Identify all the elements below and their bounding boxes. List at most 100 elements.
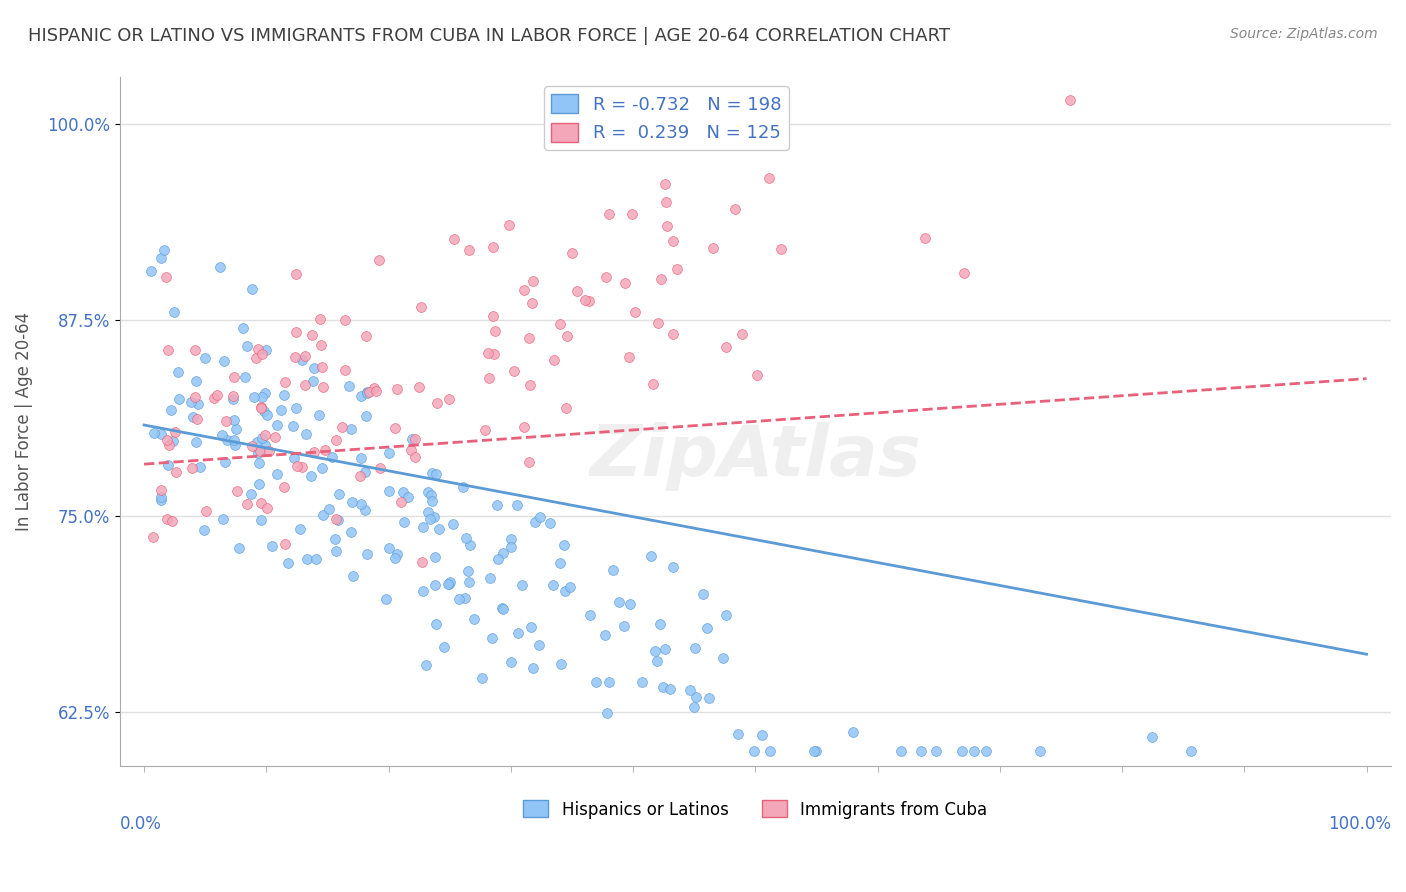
Point	[325, 512, 347, 526]
Point	[325, 544, 347, 558]
Point	[270, 402, 292, 417]
Point	[641, 376, 664, 391]
Point	[976, 744, 998, 758]
Text: ZipAtlas: ZipAtlas	[589, 422, 921, 491]
Point	[598, 207, 620, 221]
Point	[181, 460, 204, 475]
Point	[325, 533, 347, 547]
Point	[425, 549, 447, 564]
Point	[804, 744, 827, 758]
Point	[925, 744, 948, 758]
Point	[288, 522, 311, 536]
Point	[149, 493, 172, 508]
Point	[443, 517, 465, 532]
Point	[458, 575, 481, 590]
Point	[499, 532, 522, 546]
Point	[558, 580, 581, 594]
Point	[399, 443, 422, 458]
Point	[727, 727, 749, 741]
Point	[425, 467, 447, 481]
Point	[236, 339, 259, 353]
Point	[457, 564, 479, 578]
Point	[150, 252, 173, 266]
Point	[302, 374, 325, 388]
Point	[662, 234, 685, 248]
Point	[240, 439, 263, 453]
Point	[408, 380, 430, 394]
Point	[165, 465, 187, 479]
Point	[692, 587, 714, 601]
Point	[437, 577, 460, 591]
Point	[541, 578, 564, 592]
Point	[747, 368, 769, 382]
Point	[910, 744, 932, 758]
Point	[245, 351, 267, 365]
Point	[312, 380, 335, 394]
Point	[666, 261, 689, 276]
Point	[363, 381, 385, 395]
Point	[384, 551, 406, 566]
Point	[160, 514, 183, 528]
Point	[250, 513, 273, 527]
Point	[264, 430, 287, 444]
Point	[519, 620, 541, 634]
Point	[1180, 744, 1202, 758]
Point	[418, 505, 440, 519]
Point	[314, 443, 336, 458]
Point	[953, 266, 976, 280]
Point	[548, 556, 571, 570]
Point	[619, 597, 641, 611]
Point	[378, 483, 401, 498]
Point	[548, 317, 571, 331]
Point	[471, 671, 494, 685]
Point	[613, 277, 636, 291]
Point	[302, 445, 325, 459]
Point	[683, 640, 706, 655]
Point	[277, 556, 299, 570]
Point	[274, 375, 297, 389]
Point	[758, 170, 780, 185]
Point	[256, 501, 278, 516]
Point	[596, 706, 619, 720]
Point	[696, 621, 718, 635]
Point	[250, 401, 273, 416]
Point	[425, 617, 447, 632]
Point	[247, 477, 270, 491]
Point	[711, 651, 734, 665]
Point	[744, 744, 766, 758]
Point	[662, 560, 685, 574]
Point	[598, 674, 620, 689]
Point	[193, 523, 215, 537]
Point	[1028, 744, 1050, 758]
Point	[350, 498, 373, 512]
Point	[415, 658, 437, 673]
Point	[163, 304, 186, 318]
Point	[595, 270, 617, 285]
Point	[311, 461, 333, 475]
Point	[375, 591, 398, 606]
Point	[188, 459, 211, 474]
Point	[226, 484, 249, 499]
Point	[443, 232, 465, 246]
Point	[486, 551, 509, 566]
Point	[890, 744, 912, 758]
Point	[143, 426, 166, 441]
Point	[593, 628, 616, 642]
Point	[411, 300, 433, 314]
Point	[501, 655, 523, 669]
Point	[150, 490, 173, 504]
Point	[318, 501, 340, 516]
Legend: R = -0.732   N = 198, R =  0.239   N = 125: R = -0.732 N = 198, R = 0.239 N = 125	[544, 87, 789, 150]
Point	[155, 269, 177, 284]
Point	[654, 178, 676, 192]
Point	[578, 294, 600, 309]
Point	[482, 309, 505, 323]
Point	[426, 396, 449, 410]
Point	[499, 541, 522, 555]
Point	[377, 541, 399, 556]
Point	[392, 485, 415, 500]
Point	[517, 455, 540, 469]
Point	[162, 434, 184, 448]
Point	[254, 428, 277, 442]
Point	[156, 512, 179, 526]
